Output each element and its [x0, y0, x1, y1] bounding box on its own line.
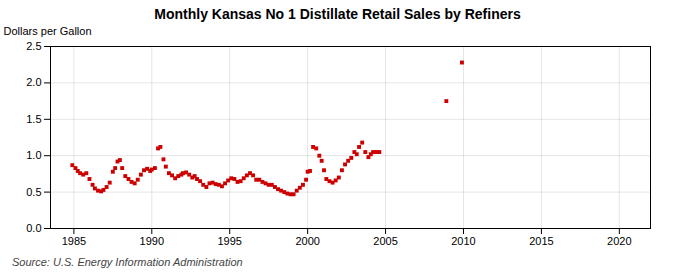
svg-text:1990: 1990	[140, 235, 164, 247]
svg-text:1.5: 1.5	[26, 113, 41, 125]
svg-text:1995: 1995	[217, 235, 241, 247]
svg-text:2010: 2010	[451, 235, 475, 247]
svg-text:2.0: 2.0	[26, 76, 41, 88]
svg-text:2015: 2015	[529, 235, 553, 247]
svg-text:1985: 1985	[62, 235, 86, 247]
html-text:Source: U.S. Energy Informatio: Source: U.S. Energy Information Administ…	[12, 256, 243, 268]
html-text:Monthly Kansas No 1 Distillate: Monthly Kansas No 1 Distillate Retail Sa…	[154, 6, 521, 22]
svg-text:2000: 2000	[295, 235, 319, 247]
svg-text:2020: 2020	[607, 235, 631, 247]
svg-text:Dollars per Gallon: Dollars per Gallon	[4, 25, 92, 37]
svg-text:2.5: 2.5	[26, 40, 41, 52]
svg-text:0.0: 0.0	[26, 222, 41, 234]
svg-text:1.0: 1.0	[26, 149, 41, 161]
svg-text:0.5: 0.5	[26, 186, 41, 198]
svg-text:2005: 2005	[373, 235, 397, 247]
